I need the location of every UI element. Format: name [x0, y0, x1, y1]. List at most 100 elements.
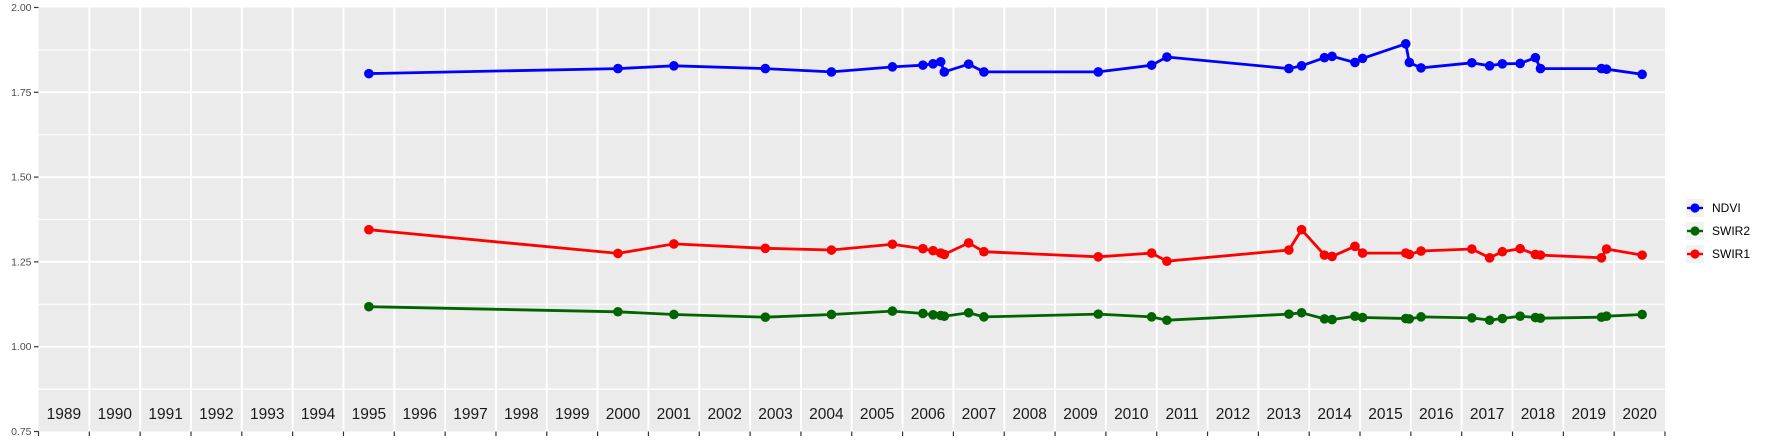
data-point-ndvi: [1484, 61, 1495, 71]
data-point-swir2: [1467, 313, 1477, 323]
data-point-swir2: [1162, 315, 1172, 326]
data-point-swir1: [1596, 253, 1607, 263]
data-point-ndvi: [928, 59, 938, 69]
data-point-swir1: [1162, 256, 1172, 267]
x-year-label: 2004: [809, 406, 844, 423]
data-point-swir1: [928, 245, 938, 256]
data-point-ndvi: [935, 56, 946, 67]
x-year-label: 2012: [1216, 406, 1250, 423]
data-point-ndvi: [1467, 57, 1477, 68]
x-year-label: 2003: [758, 406, 792, 423]
data-point-swir1: [1515, 243, 1525, 254]
data-point-swir2: [1357, 312, 1368, 323]
x-year-label: 1992: [199, 406, 233, 423]
data-point-ndvi: [669, 61, 679, 71]
x-year-label: 1991: [148, 406, 182, 423]
x-year-label: 2019: [1572, 406, 1606, 423]
x-year-label: 2013: [1267, 406, 1301, 423]
data-point-swir2: [1327, 314, 1337, 325]
x-year-label: 2000: [606, 406, 641, 423]
legend-label: NDVI: [1712, 200, 1741, 215]
data-point-swir1: [887, 239, 898, 250]
data-point-swir2: [1601, 311, 1612, 321]
y-axis-tick-label: 1.00: [11, 341, 32, 353]
x-year-label: 2005: [860, 406, 894, 423]
legend-label: SWIR1: [1712, 246, 1751, 261]
data-point-swir1: [979, 246, 989, 257]
x-year-label: 1990: [98, 406, 133, 423]
data-point-ndvi: [1404, 57, 1415, 68]
data-point-ndvi: [1530, 52, 1541, 63]
legend-key-ndvi-icon: [1686, 198, 1704, 217]
data-point-ndvi: [826, 67, 837, 77]
legend-item-ndvi: NDVI: [1686, 196, 1750, 219]
x-year-label: 1995: [352, 406, 386, 423]
x-year-label: 2020: [1622, 406, 1657, 423]
x-year-label: 2015: [1368, 406, 1402, 423]
data-point-ndvi: [613, 63, 623, 74]
data-point-swir1: [939, 249, 950, 260]
data-point-swir2: [887, 306, 898, 316]
data-point-swir1: [1601, 244, 1612, 254]
data-point-swir2: [963, 307, 974, 318]
data-point-swir1: [1467, 244, 1477, 254]
data-point-swir1: [760, 243, 771, 254]
data-point-ndvi: [1400, 38, 1411, 49]
legend-key-swir2-icon: [1686, 221, 1704, 240]
x-year-label: 2017: [1470, 406, 1504, 423]
data-point-swir1: [1284, 245, 1294, 255]
x-year-label: 2014: [1317, 406, 1352, 423]
data-point-swir2: [1319, 314, 1330, 324]
data-point-ndvi: [760, 63, 771, 74]
x-year-label: 1994: [301, 406, 336, 423]
data-point-ndvi: [1357, 53, 1368, 64]
legend: NDVI SWIR2 SWIR1: [1686, 196, 1750, 265]
data-point-ndvi: [364, 68, 374, 79]
data-point-ndvi: [1416, 63, 1426, 73]
data-point-ndvi: [963, 59, 974, 69]
x-year-label: 2008: [1012, 406, 1046, 423]
y-axis-tick-label: 1.25: [11, 256, 32, 268]
data-point-swir1: [1357, 248, 1368, 258]
x-year-label: 1997: [453, 406, 487, 423]
x-year-label: 1993: [250, 406, 284, 423]
data-point-swir1: [1484, 253, 1495, 263]
data-point-swir1: [1350, 241, 1360, 252]
data-point-ndvi: [1162, 52, 1172, 62]
x-year-label: 2002: [707, 406, 741, 423]
y-axis-tick-label: 1.50: [11, 172, 32, 184]
x-year-label: 2010: [1114, 406, 1149, 423]
data-point-swir2: [1404, 314, 1415, 324]
data-point-swir1: [669, 239, 679, 249]
data-point-ndvi: [1497, 59, 1508, 69]
data-point-ndvi: [1601, 64, 1612, 75]
x-year-label: 2011: [1165, 406, 1198, 423]
data-point-swir2: [1515, 311, 1525, 321]
data-point-swir2: [364, 301, 374, 312]
y-axis-tick-label: 0.75: [11, 426, 32, 438]
data-point-ndvi: [1146, 60, 1157, 70]
data-point-swir1: [1296, 224, 1307, 235]
data-point-ndvi: [979, 67, 989, 77]
data-point-swir2: [1637, 309, 1647, 320]
x-year-label: 1998: [504, 406, 538, 423]
data-point-swir1: [918, 243, 928, 254]
data-point-swir2: [669, 309, 679, 320]
data-point-swir2: [1093, 309, 1104, 319]
data-point-ndvi: [1296, 61, 1307, 71]
data-point-swir1: [1404, 249, 1415, 260]
legend-label: SWIR2: [1712, 223, 1751, 238]
data-point-swir2: [979, 312, 989, 322]
data-point-swir2: [1535, 313, 1546, 324]
data-point-ndvi: [918, 60, 928, 70]
data-point-ndvi: [1535, 63, 1546, 74]
x-year-label: 1999: [555, 406, 589, 423]
data-point-swir2: [760, 312, 771, 322]
x-year-label: 1996: [402, 406, 436, 423]
data-point-swir2: [918, 308, 928, 319]
data-point-swir1: [1497, 246, 1508, 257]
x-year-label: 2001: [657, 406, 691, 423]
data-point-swir1: [826, 245, 837, 255]
data-point-ndvi: [1319, 52, 1330, 63]
